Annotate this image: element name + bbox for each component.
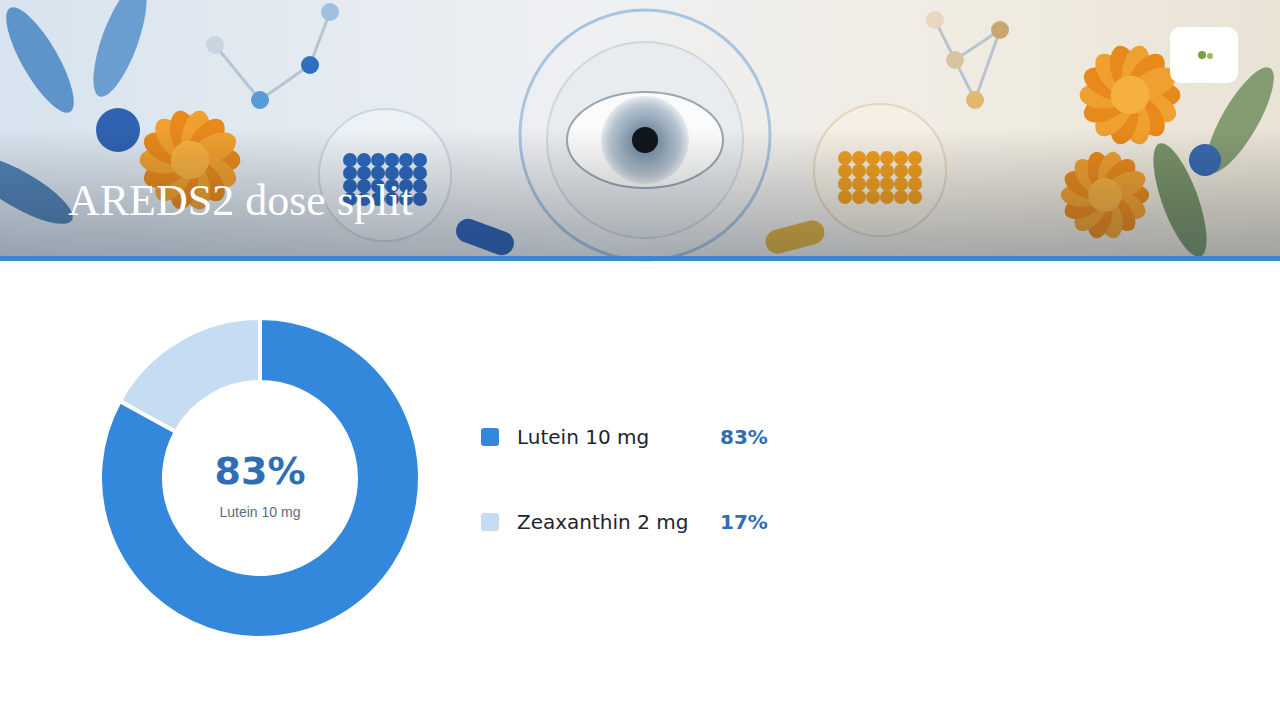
legend-label: Zeaxanthin 2 mg	[517, 510, 688, 534]
logo-box	[1170, 27, 1238, 83]
center-label: Lutein 10 mg	[220, 504, 301, 520]
donut-slice	[120, 318, 260, 432]
center-value: 83%	[215, 449, 306, 493]
chart-title: AREDS2 dose split	[68, 176, 413, 225]
banner-bg	[0, 0, 1280, 257]
legend-value: 17%	[720, 510, 768, 534]
banner-rule	[0, 256, 1280, 261]
logo-mark	[1207, 53, 1213, 59]
legend-swatch	[481, 428, 499, 446]
logo-mark	[1198, 51, 1206, 59]
donut-slice	[100, 318, 420, 638]
chart-canvas: AREDS2 dose split83%Lutein 10 mgLutein 1…	[0, 0, 1280, 720]
legend-value: 83%	[720, 425, 768, 449]
page: AREDS2 dose split83%Lutein 10 mgLutein 1…	[0, 0, 1280, 720]
header-banner	[0, 0, 1280, 263]
legend-label: Lutein 10 mg	[517, 425, 649, 449]
banner-shade	[0, 0, 1280, 257]
slices	[100, 318, 420, 638]
legend-swatch	[481, 513, 499, 531]
legend: Lutein 10 mg 83% Zeaxanthin 2 mg 17%	[481, 425, 768, 534]
